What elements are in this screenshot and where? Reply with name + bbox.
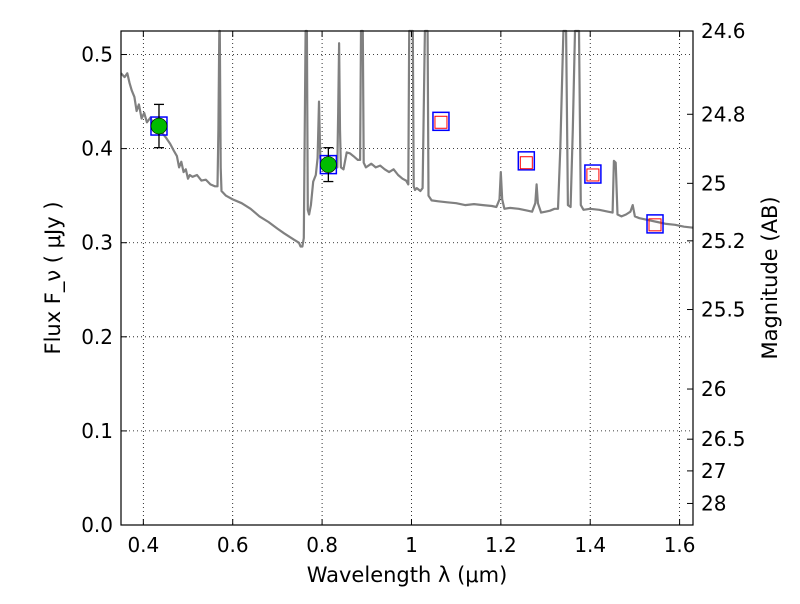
y2-tick-label: 25.2 <box>701 229 746 253</box>
spectrum-line <box>120 29 694 248</box>
y2-tick-label: 24.6 <box>701 19 746 43</box>
plot-frame <box>120 30 694 526</box>
y2-tick-label: 27 <box>701 459 726 483</box>
points-layer <box>150 103 664 234</box>
spectrum-layer <box>120 29 694 248</box>
x-tick-label: 1 <box>405 533 418 557</box>
x-tick-label: 0.8 <box>306 533 338 557</box>
model-photometry-box <box>432 111 450 132</box>
upper-limit-box <box>519 156 533 170</box>
y-tick-label: 0.3 <box>81 231 113 255</box>
upper-limit-box <box>434 115 448 129</box>
upper-limit-box <box>648 218 662 232</box>
model-photometry-box <box>517 151 536 171</box>
upper-limit-box <box>586 168 600 182</box>
model-photometry-box <box>646 214 664 234</box>
y2-tick-label: 28 <box>701 491 726 515</box>
x-tick-label: 1.2 <box>485 533 517 557</box>
y2-axis-label: Magnitude (AB) <box>758 196 782 359</box>
observed-point <box>150 117 168 135</box>
y2-tick-label: 25 <box>701 171 726 195</box>
observed-point <box>320 156 337 173</box>
model-photometry-box <box>584 164 602 184</box>
y-tick-label: 0.0 <box>81 513 113 537</box>
x-tick-label: 0.4 <box>127 533 159 557</box>
y-tick-label: 0.5 <box>81 43 113 67</box>
y-tick-label: 0.4 <box>81 137 113 161</box>
ticks-layer: 0.4 0.6 0.8 1 1.2 1.4 1.6 0.0 0.1 0.2 0.3 0.4 0.5 24.… <box>81 19 745 557</box>
x-tick-label: 0.6 <box>217 533 249 557</box>
y2-tick-label: 26 <box>701 377 726 401</box>
y2-tick-label: 25.5 <box>701 298 746 322</box>
x-axis-label: Wavelength λ (μm) <box>307 563 508 587</box>
y2-tick-label: 26.5 <box>701 427 746 451</box>
y-axis-label: Flux F_ν ( μJy ) <box>41 201 66 354</box>
y-tick-label: 0.2 <box>81 325 113 349</box>
x-tick-label: 1.4 <box>574 533 606 557</box>
x-tick-label: 1.6 <box>664 533 696 557</box>
y-tick-label: 0.1 <box>81 419 113 443</box>
y2-tick-label: 24.8 <box>701 102 746 126</box>
